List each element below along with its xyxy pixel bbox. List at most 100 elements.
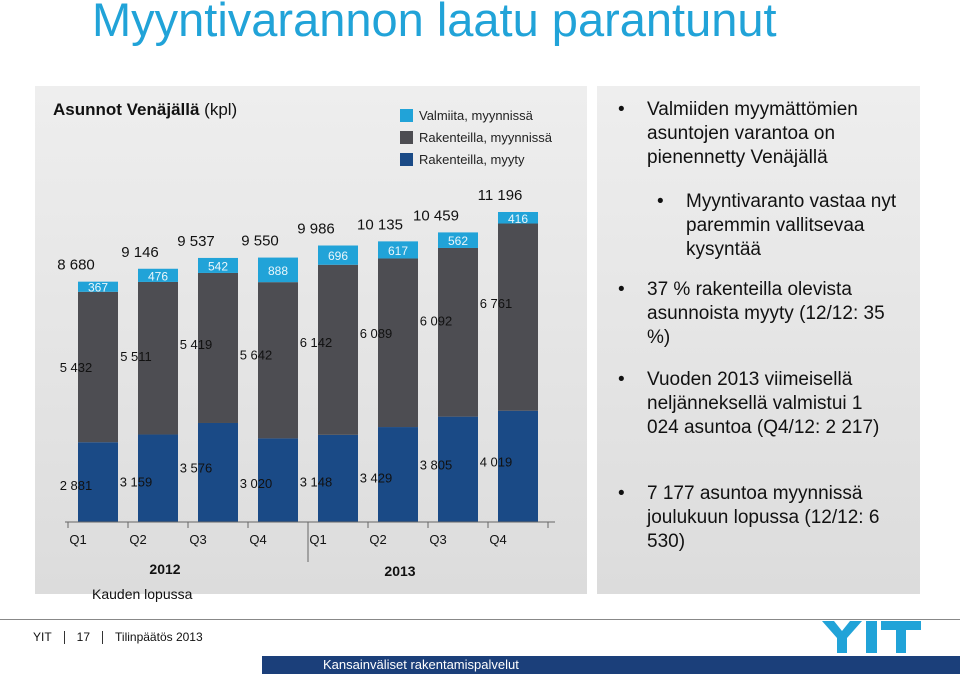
year-group-label: 2012 bbox=[149, 561, 180, 577]
chart-title-unit: (kpl) bbox=[199, 100, 238, 119]
data-label: 6 089 bbox=[360, 326, 393, 341]
footer-tagline: Kansainväliset rakentamispalvelut bbox=[323, 657, 519, 672]
bullet-text: Valmiiden myymättömien asuntojen varanto… bbox=[647, 99, 858, 168]
data-label: 3 429 bbox=[360, 471, 393, 486]
footer-separator bbox=[63, 630, 65, 644]
x-tick-label: Q1 bbox=[309, 532, 326, 547]
legend-swatch-rakenteilla-myyty bbox=[400, 152, 413, 166]
data-label: 696 bbox=[328, 249, 348, 263]
bar-segment bbox=[78, 291, 118, 443]
bullet-text: Myyntivaranto vastaa nyt paremmin vallit… bbox=[686, 191, 897, 260]
x-tick-label: Q2 bbox=[369, 532, 386, 547]
data-label: 2 881 bbox=[60, 478, 93, 493]
data-label: 6 092 bbox=[420, 313, 453, 328]
yit-logo bbox=[822, 621, 921, 653]
bar-segment bbox=[498, 410, 538, 522]
bullet-item: 7 177 asuntoa myynnissä joulukuun lopuss… bbox=[597, 482, 897, 554]
chart-title-bold: Asunnot Venäjällä bbox=[53, 100, 200, 119]
bar-segment bbox=[318, 245, 358, 265]
bar-segment bbox=[318, 434, 358, 522]
legend-label-valmiita: Valmiita, myynnissä bbox=[419, 107, 533, 123]
bar-segment bbox=[438, 232, 478, 248]
footer-document: Tilinpäätös 2013 bbox=[115, 630, 203, 644]
legend-swatch-rakenteilla-myynnissa bbox=[400, 130, 413, 144]
bar-segment bbox=[498, 223, 538, 411]
x-tick-label: Q2 bbox=[129, 532, 146, 547]
x-tick-label: Q1 bbox=[69, 532, 86, 547]
bar-segment bbox=[198, 257, 238, 273]
data-label: 5 432 bbox=[60, 360, 93, 375]
total-label: 9 550 bbox=[241, 233, 279, 250]
page-title: Myyntivarannon laatu parantunut bbox=[92, 0, 777, 46]
legend-item-valmiita: Valmiita, myynnissä bbox=[400, 104, 552, 126]
data-label: 617 bbox=[388, 244, 408, 258]
bar-segment bbox=[258, 282, 298, 439]
bar-segment bbox=[78, 281, 118, 292]
year-group-label: 2013 bbox=[384, 563, 415, 579]
total-label: 10 135 bbox=[357, 216, 403, 233]
total-label: 10 459 bbox=[413, 207, 459, 224]
bar-segment bbox=[378, 427, 418, 522]
bar-segment bbox=[78, 442, 118, 522]
data-label: 5 642 bbox=[240, 347, 273, 362]
bar-segment bbox=[198, 272, 238, 423]
bar-segment bbox=[138, 281, 178, 435]
data-label: 542 bbox=[208, 259, 228, 273]
bar-segment bbox=[198, 422, 238, 522]
bar-segment bbox=[438, 247, 478, 417]
footer-divider bbox=[0, 619, 960, 620]
bullet-item: Valmiiden myymättömien asuntojen varanto… bbox=[597, 98, 897, 170]
total-label: 9 986 bbox=[297, 221, 335, 238]
chart-footnote: Kauden lopussa bbox=[92, 586, 193, 602]
legend-label-rakenteilla-myyty: Rakenteilla, myyty bbox=[419, 151, 525, 167]
bar-segment bbox=[438, 416, 478, 522]
x-tick-label: Q3 bbox=[189, 532, 206, 547]
bar-segment bbox=[138, 434, 178, 522]
footer-page-number: 17 bbox=[76, 630, 91, 644]
chart-title: Asunnot Venäjällä (kpl) bbox=[53, 100, 237, 120]
x-tick-label: Q4 bbox=[249, 532, 266, 547]
data-label: 3 576 bbox=[180, 460, 213, 475]
data-label: 6 142 bbox=[300, 335, 333, 350]
x-tick-label: Q4 bbox=[489, 532, 506, 547]
bar-segment bbox=[378, 241, 418, 259]
data-label: 5 511 bbox=[120, 349, 152, 364]
footer-company: YIT bbox=[33, 630, 52, 644]
bar-segment bbox=[258, 257, 298, 283]
bullet-item: Vuoden 2013 viimeisellä neljänneksellä v… bbox=[597, 368, 897, 440]
bar-segment bbox=[318, 264, 358, 435]
total-label: 11 196 bbox=[478, 187, 523, 204]
legend-item-rakenteilla-myyty: Rakenteilla, myyty bbox=[400, 148, 552, 170]
bar-segment bbox=[498, 212, 538, 224]
bullet-text: Vuoden 2013 viimeisellä neljänneksellä v… bbox=[647, 369, 880, 438]
footer-separator bbox=[102, 630, 104, 644]
legend-item-rakenteilla-myynnissa: Rakenteilla, myynnissä bbox=[400, 126, 552, 148]
data-label: 888 bbox=[268, 264, 288, 278]
chart-legend: Valmiita, myynnissä Rakenteilla, myynnis… bbox=[400, 104, 552, 170]
data-label: 3 020 bbox=[240, 476, 273, 491]
footer: YIT 17 Tilinpäätös 2013 bbox=[33, 630, 203, 644]
sub-bullet-item: Myyntivaranto vastaa nyt paremmin vallit… bbox=[597, 190, 897, 262]
data-label: 5 419 bbox=[180, 337, 213, 352]
text-panel: Valmiiden myymättömien asuntojen varanto… bbox=[597, 86, 920, 594]
stacked-bar-chart: 2 881 5 432 367 8 680 Q1 3 159 5 511 476 9 146 Q2… bbox=[57, 187, 555, 579]
data-label: 476 bbox=[148, 269, 168, 283]
bar-segment bbox=[138, 268, 178, 282]
chart-panel: Asunnot Venäjällä (kpl) Valmiita, myynni… bbox=[35, 86, 587, 594]
data-label: 562 bbox=[448, 234, 468, 248]
x-tick-label: Q3 bbox=[429, 532, 446, 547]
bullet-item: 37 % rakenteilla olevista asunnoista myy… bbox=[597, 278, 897, 350]
legend-label-rakenteilla-myynnissa: Rakenteilla, myynnissä bbox=[419, 129, 552, 145]
footer-bar bbox=[262, 656, 960, 674]
bullet-text: 7 177 asuntoa myynnissä joulukuun lopuss… bbox=[647, 483, 880, 552]
data-label: 6 761 bbox=[480, 296, 513, 311]
total-label: 9 146 bbox=[121, 244, 159, 261]
data-label: 3 159 bbox=[120, 474, 153, 489]
data-label: 3 148 bbox=[300, 474, 333, 489]
total-label: 9 537 bbox=[177, 233, 215, 250]
legend-swatch-valmiita bbox=[400, 108, 413, 122]
total-label: 8 680 bbox=[57, 257, 95, 274]
data-label: 3 805 bbox=[420, 457, 453, 472]
bullet-text: 37 % rakenteilla olevista asunnoista myy… bbox=[647, 279, 885, 348]
data-label: 367 bbox=[88, 281, 108, 295]
